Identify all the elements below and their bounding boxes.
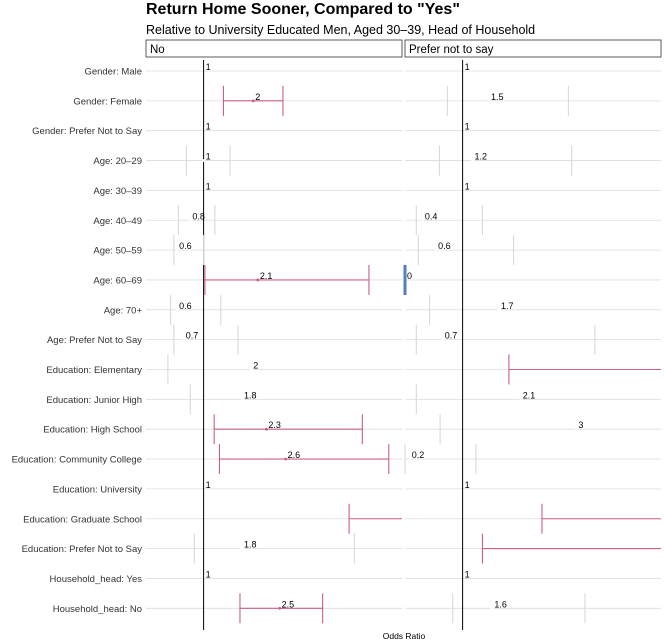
- panel-strip-prefer-not-to-say: [404, 39, 662, 58]
- value-label: 1: [465, 62, 470, 72]
- value-label: 0.4: [425, 211, 438, 221]
- value-label: 2.6: [288, 450, 301, 460]
- value-label: 1: [465, 122, 470, 132]
- point-estimate: [403, 278, 407, 282]
- value-label: 1: [465, 181, 470, 191]
- row-labels: Gender: Male Gender: Female Gender: Prefer…: [12, 67, 143, 615]
- value-label: 0.7: [445, 331, 458, 341]
- row-label-education-community-college: Education: Community College: [12, 455, 142, 466]
- point-estimate: [240, 397, 244, 401]
- row-label-age-20-29: Age: 20–29: [93, 156, 142, 167]
- point-estimate: [240, 547, 244, 550]
- row-label-household-head-yes: Household_head: Yes: [50, 574, 143, 585]
- panel-title-prefer-not-to-say: Prefer not to say: [409, 44, 494, 56]
- point-estimate: [421, 218, 425, 222]
- row-label-age-60-69: Age: 60–69: [93, 275, 142, 286]
- point-estimate: [490, 606, 494, 610]
- value-label: 1: [465, 569, 470, 579]
- row-label-age-40-49: Age: 40–49: [93, 216, 142, 227]
- panel-prefer-not-to-say: Prefer not to say 1 1.5 1 1.2 1 0.4 0.6 0 1.7 0.7…: [403, 39, 662, 630]
- value-label: 1: [206, 181, 211, 191]
- point-estimate: [284, 457, 288, 461]
- value-label: 2.5: [282, 599, 295, 609]
- value-label: 1: [206, 62, 211, 72]
- row-label-household-head-no: Household_head: No: [53, 604, 142, 615]
- panel-title-no: No: [150, 44, 165, 56]
- value-label: 1: [206, 480, 211, 490]
- chart-subtitle: Relative to University Educated Men, Age…: [146, 23, 535, 37]
- row-label-education-graduate-school: Education: Graduate School: [23, 514, 142, 525]
- row-label-education-elementary: Education: Elementary: [46, 365, 142, 376]
- value-label: 2.3: [268, 420, 281, 430]
- value-label: 2: [255, 92, 260, 102]
- row-label-age-prefer-not-to-say: Age: Prefer Not to Say: [47, 335, 142, 346]
- point-estimate: [202, 159, 206, 162]
- row-label-gender-female: Gender: Female: [73, 96, 142, 107]
- point-estimate: [175, 308, 179, 312]
- value-label: 0.6: [179, 301, 192, 311]
- point-estimate: [487, 99, 491, 103]
- row-label-education-university: Education: University: [53, 484, 142, 495]
- point-estimate: [249, 368, 253, 371]
- row-label-education-high-school: Education: High School: [43, 425, 142, 436]
- panel-strip-no: [145, 39, 403, 58]
- point-estimate: [434, 248, 438, 252]
- value-label: 2.1: [260, 271, 273, 281]
- value-label: 0: [407, 271, 412, 281]
- value-label: 1: [206, 569, 211, 579]
- value-label: 1: [465, 480, 470, 490]
- value-label: 1: [206, 152, 211, 162]
- value-label: 1.2: [475, 152, 488, 162]
- row-label-education-prefer-not-to-say: Education: Prefer Not to Say: [22, 544, 143, 555]
- value-label: 1: [206, 122, 211, 132]
- chart-title: Return Home Sooner, Compared to "Yes": [146, 1, 460, 18]
- point-estimate: [519, 397, 523, 401]
- value-label: 1.8: [244, 390, 257, 400]
- row-label-age-50-59: Age: 50–59: [93, 246, 142, 257]
- row-label-gender-male: Gender: Male: [84, 67, 142, 78]
- value-label: 1.8: [244, 540, 257, 550]
- point-estimate: [278, 606, 282, 610]
- point-estimate: [188, 218, 192, 222]
- point-estimate: [251, 99, 255, 103]
- value-label: 0.7: [186, 331, 199, 341]
- x-axis-label: Odds Ratio: [383, 631, 426, 641]
- value-label: 2.1: [523, 390, 536, 400]
- point-estimate: [408, 457, 412, 461]
- value-label: 2: [253, 361, 258, 371]
- point-estimate: [256, 278, 260, 282]
- point-estimate: [471, 159, 474, 162]
- value-label: 3: [578, 420, 583, 430]
- value-label: 0.8: [192, 211, 205, 221]
- row-label-age-70: Age: 70+: [104, 305, 143, 316]
- panel-no: No 1 2 1 1 1 0.8 0.6 2.1 0.6 0.7 2 1.8 2.3 2.6 1 1.8 1 2.…: [145, 39, 403, 630]
- value-label: 1.7: [501, 301, 514, 311]
- point-estimate: [574, 427, 578, 431]
- row-label-education-junior-high: Education: Junior High: [46, 395, 142, 406]
- point-estimate: [441, 338, 445, 342]
- point-estimate: [175, 248, 179, 252]
- value-label: 0.6: [179, 241, 192, 251]
- value-label: 0.6: [438, 241, 451, 251]
- value-label: 0.2: [412, 450, 425, 460]
- row-label-gender-prefer-not-to-say: Gender: Prefer Not to Say: [32, 126, 142, 137]
- point-estimate: [265, 427, 268, 431]
- value-label: 1.5: [491, 92, 504, 102]
- value-label: 1.6: [494, 599, 507, 609]
- point-estimate: [182, 338, 186, 342]
- row-label-age-30-39: Age: 30–39: [93, 186, 142, 197]
- point-estimate: [497, 308, 501, 312]
